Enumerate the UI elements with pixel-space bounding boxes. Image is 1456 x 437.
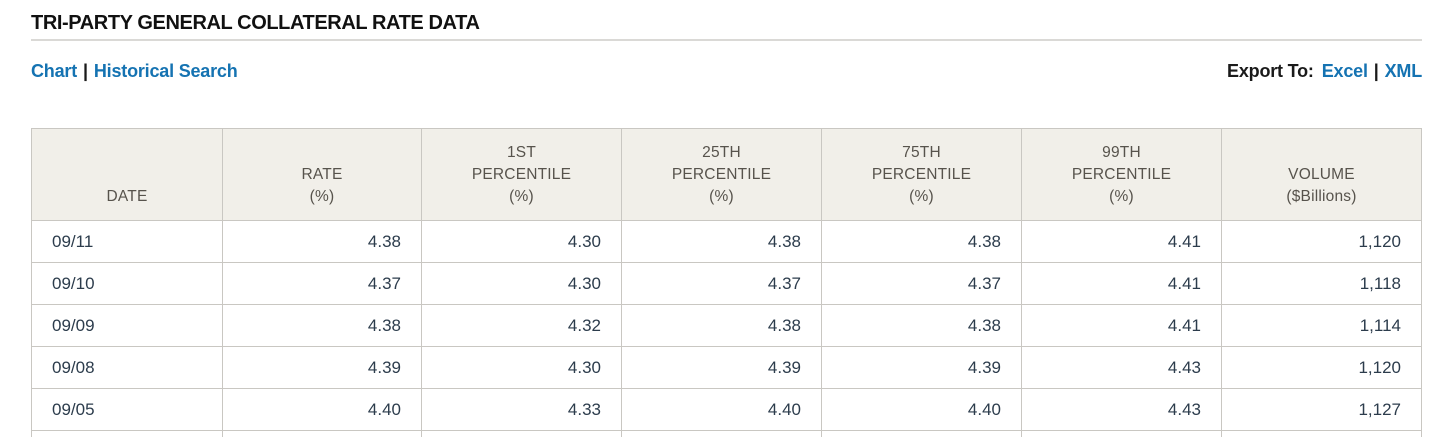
export-to-label: Export To: — [1227, 61, 1314, 81]
column-header-75th-percentile: 75TH PERCENTILE (%) — [821, 128, 1022, 221]
column-header-99th-percentile: 99TH PERCENTILE (%) — [1021, 128, 1222, 221]
percentile-75th-cell: 4.40 — [821, 388, 1022, 431]
percentile-99th-cell: 4.41 — [1021, 220, 1222, 263]
percentile-75th-cell: 4.39 — [821, 346, 1022, 389]
percentile-99th-cell: 4.43 — [1021, 346, 1222, 389]
title-section: TRI-PARTY GENERAL COLLATERAL RATE DATA — [31, 0, 1422, 41]
percentile-25th-cell: 4.39 — [621, 346, 822, 389]
percentile-25th-cell: 4.38 — [621, 220, 822, 263]
page-title: TRI-PARTY GENERAL COLLATERAL RATE DATA — [31, 12, 480, 34]
date-cell: 09/10 — [31, 262, 223, 305]
percentile-1st-cell: 4.30 — [421, 220, 622, 263]
date-cell: 09/11 — [31, 220, 223, 263]
view-links: Chart | Historical Search — [31, 61, 238, 81]
table-header: DATE RATE (%) 1ST PERCENTILE (%) 25TH PE… — [31, 128, 1422, 221]
volume-cell: 1,120 — [1221, 346, 1422, 389]
volume-cell: 1,118 — [1221, 262, 1422, 305]
volume-cell: 1,127 — [1221, 388, 1422, 431]
toolbar: Chart | Historical Search Export To: Excel |… — [31, 61, 1422, 81]
table-row: 09/05 4.40 4.33 4.40 4.40 4.43 1,127 — [31, 388, 1422, 431]
percentile-25th-cell: 4.40 — [621, 388, 822, 431]
export-excel-link[interactable]: Excel — [1321, 61, 1368, 81]
percentile-1st-cell: 4.30 — [421, 346, 622, 389]
column-header-volume: VOLUME ($Billions) — [1221, 128, 1422, 221]
date-cell: 09/08 — [31, 346, 223, 389]
column-header-date: DATE — [31, 128, 223, 221]
column-header-rate: RATE (%) — [222, 128, 422, 221]
percentile-1st-cell: 4.32 — [421, 304, 622, 347]
table-body: 09/11 4.38 4.30 4.38 4.38 4.41 1,120 09/… — [31, 220, 1422, 437]
export-separator: | — [1373, 61, 1379, 81]
rate-cell: 4.38 — [222, 220, 422, 263]
header-row: DATE RATE (%) 1ST PERCENTILE (%) 25TH PE… — [31, 128, 1422, 221]
percentile-1st-cell: 4.30 — [421, 262, 622, 305]
nav-separator: | — [83, 61, 88, 81]
table-row: 09/08 4.39 4.30 4.39 4.39 4.43 1,120 — [31, 346, 1422, 389]
volume-cell: 1,114 — [1221, 304, 1422, 347]
table-row: 09/10 4.37 4.30 4.37 4.37 4.41 1,118 — [31, 262, 1422, 305]
percentile-75th-cell: 4.38 — [821, 304, 1022, 347]
percentile-99th-cell: 4.43 — [1021, 388, 1222, 431]
percentile-1st-cell: 4.33 — [421, 388, 622, 431]
date-cell: 09/09 — [31, 304, 223, 347]
column-header-1st-percentile: 1ST PERCENTILE (%) — [421, 128, 622, 221]
percentile-99th-cell: 4.41 — [1021, 262, 1222, 305]
percentile-75th-cell: 4.38 — [821, 220, 1022, 263]
rate-cell: 4.38 — [222, 304, 422, 347]
date-cell: 09/05 — [31, 388, 223, 431]
export-links: Export To: Excel | XML — [1227, 61, 1422, 81]
partial-clipped-row — [31, 430, 1422, 437]
rate-cell: 4.40 — [222, 388, 422, 431]
column-header-25th-percentile: 25TH PERCENTILE (%) — [621, 128, 822, 221]
rate-cell: 4.39 — [222, 346, 422, 389]
table-row: 09/09 4.38 4.32 4.38 4.38 4.41 1,114 — [31, 304, 1422, 347]
historical-search-link[interactable]: Historical Search — [93, 61, 238, 81]
percentile-75th-cell: 4.37 — [821, 262, 1022, 305]
content-area: TRI-PARTY GENERAL COLLATERAL RATE DATA C… — [31, 0, 1422, 437]
table-row: 09/11 4.38 4.30 4.38 4.38 4.41 1,120 — [31, 220, 1422, 263]
percentile-25th-cell: 4.37 — [621, 262, 822, 305]
percentile-99th-cell: 4.41 — [1021, 304, 1222, 347]
chart-link[interactable]: Chart — [31, 61, 78, 81]
volume-cell: 1,120 — [1221, 220, 1422, 263]
export-xml-link[interactable]: XML — [1384, 61, 1423, 81]
rate-cell: 4.37 — [222, 262, 422, 305]
rate-data-table: DATE RATE (%) 1ST PERCENTILE (%) 25TH PE… — [31, 128, 1422, 437]
percentile-25th-cell: 4.38 — [621, 304, 822, 347]
